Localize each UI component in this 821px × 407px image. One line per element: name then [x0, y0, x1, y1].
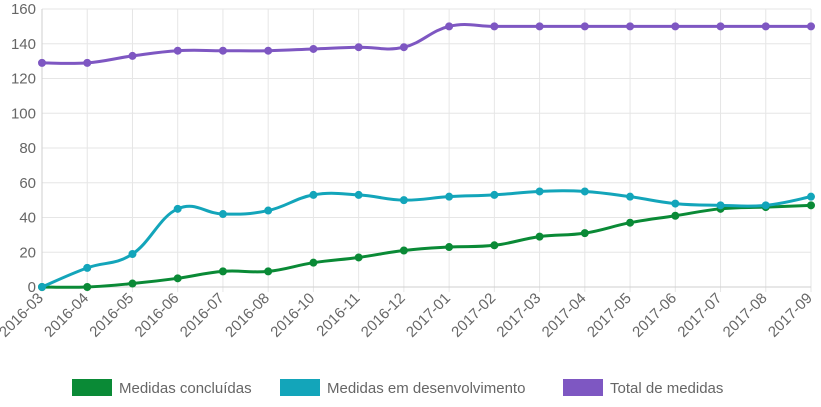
- data-point[interactable]: [128, 279, 137, 288]
- series-line: [40, 203, 813, 289]
- x-tick-label: 2017-04: [539, 290, 590, 341]
- series-line: [40, 189, 813, 289]
- x-tick-label: 2016-07: [177, 290, 228, 341]
- data-point[interactable]: [761, 22, 770, 31]
- x-tick-label: 2016-10: [267, 290, 318, 341]
- data-point[interactable]: [807, 192, 815, 201]
- data-point[interactable]: [716, 22, 725, 31]
- series-concluidas: [38, 201, 815, 291]
- data-point[interactable]: [490, 190, 499, 199]
- x-tick-label: 2017-07: [674, 290, 725, 341]
- x-tick-label: 2016-12: [358, 290, 409, 341]
- data-point[interactable]: [83, 58, 92, 67]
- x-tick-label: 2017-01: [403, 290, 454, 341]
- data-point[interactable]: [173, 46, 182, 55]
- data-point[interactable]: [264, 46, 273, 55]
- data-point[interactable]: [399, 246, 408, 255]
- data-point[interactable]: [580, 229, 589, 238]
- legend-item[interactable]: Total de medidas: [563, 379, 723, 397]
- x-tick-label: 2017-06: [629, 290, 680, 341]
- x-tick-label: 2016-04: [41, 290, 92, 341]
- data-point[interactable]: [626, 218, 635, 227]
- x-tick-label: 2016-03: [0, 290, 47, 341]
- data-point[interactable]: [626, 192, 635, 201]
- data-point[interactable]: [309, 190, 318, 199]
- data-point[interactable]: [535, 22, 544, 31]
- legend: Medidas concluídas Medidas em desenvolvim…: [72, 379, 723, 397]
- data-point[interactable]: [490, 241, 499, 250]
- data-point[interactable]: [807, 201, 815, 210]
- legend-item[interactable]: Medidas concluídas: [72, 379, 252, 397]
- data-point[interactable]: [580, 187, 589, 196]
- data-point[interactable]: [354, 43, 363, 52]
- x-tick-label: 2016-08: [222, 290, 273, 341]
- data-point[interactable]: [309, 258, 318, 267]
- data-point[interactable]: [264, 267, 273, 276]
- data-point[interactable]: [445, 22, 454, 31]
- y-tick-label: 160: [11, 1, 36, 18]
- series-total: [38, 22, 815, 67]
- legend-swatch: [72, 379, 112, 396]
- y-tick-label: 60: [19, 175, 36, 192]
- data-point[interactable]: [354, 190, 363, 199]
- data-point[interactable]: [580, 22, 589, 31]
- data-point[interactable]: [445, 243, 454, 252]
- data-point[interactable]: [761, 201, 770, 210]
- data-point[interactable]: [264, 206, 273, 215]
- data-point[interactable]: [354, 253, 363, 262]
- data-point[interactable]: [807, 22, 815, 31]
- data-point[interactable]: [445, 192, 454, 201]
- data-point[interactable]: [173, 204, 182, 213]
- data-point[interactable]: [399, 196, 408, 205]
- data-point[interactable]: [38, 58, 46, 67]
- y-tick-label: 120: [11, 71, 36, 88]
- data-point[interactable]: [535, 187, 544, 196]
- series-line: [40, 23, 813, 65]
- data-point[interactable]: [309, 44, 318, 53]
- legend-label: Total de medidas: [610, 380, 723, 397]
- data-point[interactable]: [671, 22, 680, 31]
- legend-label: Medidas em desenvolvimento: [327, 380, 525, 397]
- series-em-desenvolvimento: [38, 187, 815, 291]
- data-point[interactable]: [490, 22, 499, 31]
- x-tick-label: 2017-02: [448, 290, 499, 341]
- data-point[interactable]: [83, 263, 92, 272]
- data-point[interactable]: [399, 43, 408, 52]
- y-tick-label: 20: [19, 244, 36, 261]
- data-point[interactable]: [218, 210, 227, 219]
- data-point[interactable]: [38, 283, 46, 291]
- data-point[interactable]: [535, 232, 544, 241]
- legend-label: Medidas concluídas: [119, 380, 252, 397]
- x-tick-label: 2017-09: [765, 290, 816, 341]
- legend-swatch: [563, 379, 603, 396]
- data-point[interactable]: [626, 22, 635, 31]
- data-point[interactable]: [173, 274, 182, 283]
- data-point[interactable]: [83, 283, 92, 291]
- y-tick-label: 100: [11, 105, 36, 122]
- x-tick-label: 2017-05: [584, 290, 635, 341]
- data-point[interactable]: [671, 211, 680, 220]
- legend-swatch: [280, 379, 320, 396]
- y-tick-label: 140: [11, 36, 36, 53]
- data-point[interactable]: [218, 46, 227, 55]
- x-tick-label: 2016-11: [313, 290, 363, 340]
- data-point[interactable]: [128, 51, 137, 60]
- axes: 0204060801001201401602016-032016-042016-…: [0, 1, 816, 341]
- x-tick-label: 2016-05: [86, 290, 137, 341]
- x-tick-label: 2017-03: [493, 290, 544, 341]
- data-point[interactable]: [128, 249, 137, 258]
- y-tick-label: 0: [28, 279, 36, 296]
- x-tick-label: 2017-08: [720, 290, 771, 341]
- series: [38, 22, 815, 291]
- data-point[interactable]: [218, 267, 227, 276]
- data-point[interactable]: [716, 201, 725, 210]
- y-tick-label: 80: [19, 140, 36, 157]
- data-point[interactable]: [671, 199, 680, 208]
- x-tick-label: 2016-06: [132, 290, 183, 341]
- legend-item[interactable]: Medidas em desenvolvimento: [280, 379, 525, 397]
- y-tick-label: 40: [19, 210, 36, 227]
